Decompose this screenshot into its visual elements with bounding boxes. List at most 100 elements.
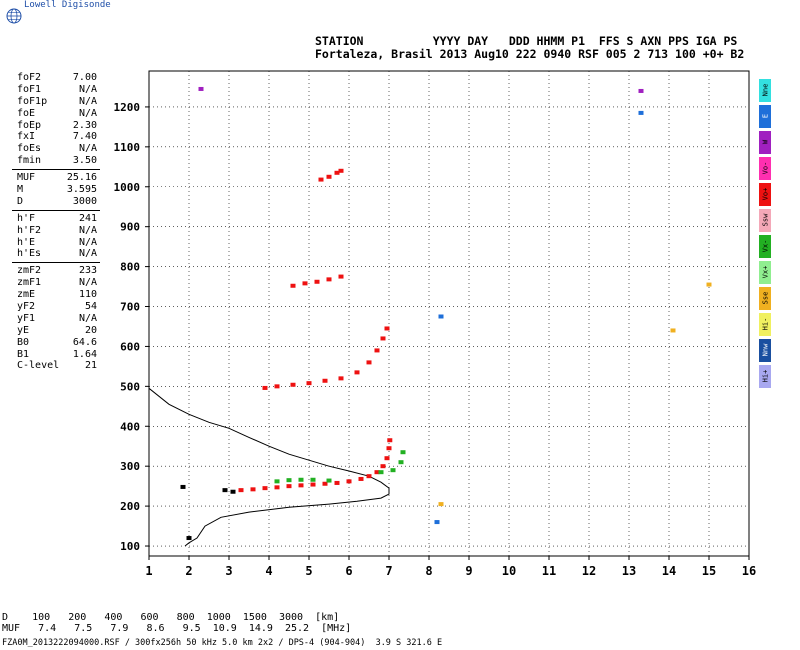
globe-logo-icon <box>6 8 22 28</box>
echo-point <box>262 486 268 491</box>
legend-swatch: Nne <box>759 79 771 102</box>
legend-label: E <box>761 113 770 119</box>
echo-point <box>286 484 292 489</box>
x-tick-label: 1 <box>145 564 152 578</box>
legend-label: Hi+ <box>761 369 770 383</box>
echo-point <box>438 314 444 319</box>
x-tick-label: 10 <box>502 564 516 578</box>
param-value: N/A <box>78 312 97 324</box>
brand-label: Lowell Digisonde <box>24 0 111 10</box>
legend-swatch: Ssw <box>759 209 771 232</box>
x-tick-label: 15 <box>702 564 716 578</box>
distance-row: D 100 200 400 600 800 1000 1500 3000 [km… <box>2 612 340 623</box>
echo-point <box>334 480 340 485</box>
y-tick-label: 200 <box>120 500 140 513</box>
echo-point <box>346 479 352 484</box>
param-value: 3.595 <box>66 184 97 196</box>
echo-point <box>322 481 328 486</box>
plot-frame <box>148 70 750 557</box>
param-row: yF2 54 <box>17 301 97 313</box>
param-label: foF1 <box>17 83 42 95</box>
param-label: h'Es <box>17 248 42 260</box>
param-value: 110 <box>78 289 97 301</box>
param-label: foEs <box>17 143 42 155</box>
legend-label: Nnw <box>761 343 770 357</box>
echo-point <box>380 464 386 469</box>
param-value: 21 <box>84 360 97 372</box>
echo-point <box>366 360 372 365</box>
x-tick-label: 13 <box>622 564 636 578</box>
y-tick-label: 700 <box>120 301 140 314</box>
param-row: yE 20 <box>17 325 97 337</box>
x-tick-label: 11 <box>542 564 556 578</box>
param-label: M <box>17 184 24 196</box>
echo-point <box>438 502 444 507</box>
param-label: fxI <box>17 131 36 143</box>
param-label: foF1p <box>17 95 48 107</box>
param-value: 3000 <box>72 195 97 207</box>
param-value: 54 <box>84 301 97 313</box>
param-row: foF1p N/A <box>17 96 97 108</box>
echo-point <box>322 378 328 383</box>
echo-point <box>434 520 440 525</box>
param-row: M 3.595 <box>17 184 97 196</box>
x-tick-label: 3 <box>225 564 232 578</box>
legend-swatch: Nnw <box>759 339 771 362</box>
echo-point <box>334 170 340 175</box>
legend-label: Nne <box>761 83 770 97</box>
y-tick-label: 1000 <box>114 181 141 194</box>
param-row: MUF 25.16 <box>17 172 97 184</box>
param-label: h'F <box>17 212 36 224</box>
echo-point <box>326 277 332 282</box>
param-label: C-level <box>17 360 60 372</box>
echo-point <box>238 488 244 493</box>
echo-point <box>326 174 332 179</box>
param-row: zmE 110 <box>17 289 97 301</box>
legend-swatch: Vx- <box>759 235 771 258</box>
param-label: yE <box>17 324 30 336</box>
legend-label: Vo- <box>761 161 770 175</box>
echo-point <box>378 470 384 475</box>
param-row: foE N/A <box>17 108 97 120</box>
header-values: Fortaleza, Brasil 2013 Aug10 222 0940 RS… <box>315 47 745 61</box>
y-tick-label: 400 <box>120 420 140 433</box>
x-tick-label: 8 <box>425 564 432 578</box>
param-value: 233 <box>78 265 97 277</box>
echo-point <box>230 489 236 494</box>
param-row: h'E N/A <box>17 237 97 249</box>
param-label: foEp <box>17 119 42 131</box>
param-value: N/A <box>78 248 97 260</box>
param-row: foEp 2.30 <box>17 120 97 132</box>
echo-point <box>310 482 316 487</box>
x-tick-label: 6 <box>345 564 352 578</box>
param-row: D 3000 <box>17 196 97 208</box>
param-row: C-level 21 <box>17 360 97 372</box>
x-tick-label: 16 <box>742 564 756 578</box>
legend-label: Vo+ <box>761 187 770 201</box>
param-value: 2.30 <box>72 119 97 131</box>
muf-row: MUF 7.4 7.5 7.9 8.6 9.5 10.9 14.9 25.2 [… <box>2 623 352 634</box>
echo-point <box>302 281 308 286</box>
echo-point <box>398 460 404 465</box>
param-value: N/A <box>78 224 97 236</box>
param-label: h'F2 <box>17 224 42 236</box>
param-value: 25.16 <box>66 172 97 184</box>
x-tick-label: 4 <box>265 564 272 578</box>
echo-point <box>384 326 390 331</box>
echo-point <box>262 385 268 390</box>
param-value: N/A <box>78 143 97 155</box>
y-tick-label: 800 <box>120 261 140 274</box>
echo-point <box>274 384 280 389</box>
param-value: 20 <box>84 324 97 336</box>
echo-point <box>274 479 280 484</box>
echo-point <box>338 168 344 173</box>
legend-swatch: Sse <box>759 287 771 310</box>
param-row: h'Es N/A <box>17 248 97 260</box>
x-tick-label: 14 <box>662 564 676 578</box>
echo-point <box>374 470 380 475</box>
legend-swatch: Vo+ <box>759 183 771 206</box>
echo-point <box>222 488 228 493</box>
param-value: 64.6 <box>72 336 97 348</box>
file-info-footer: FZA0M_2013222094000.RSF / 300fx256h 50 k… <box>2 638 443 648</box>
